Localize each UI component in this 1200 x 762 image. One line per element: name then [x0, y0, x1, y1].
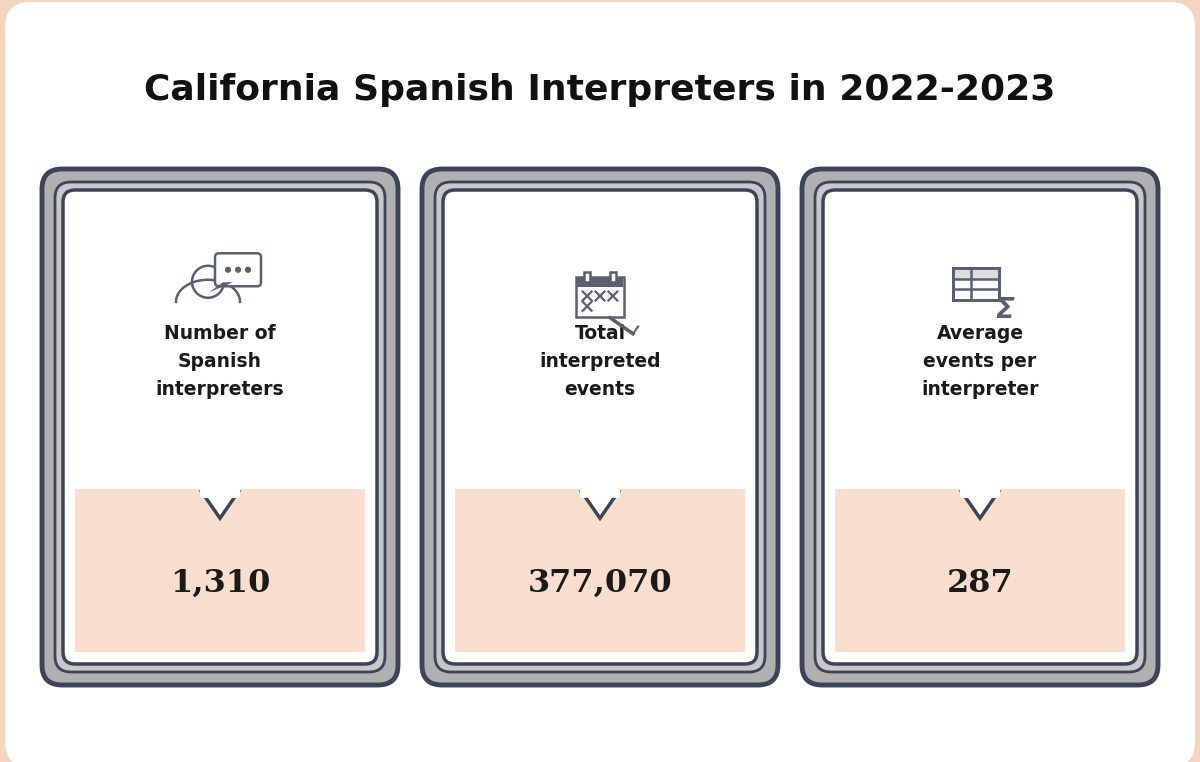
Bar — [76, 489, 365, 652]
Bar — [953, 267, 1000, 279]
FancyBboxPatch shape — [576, 277, 624, 317]
FancyBboxPatch shape — [422, 169, 778, 685]
Bar — [835, 489, 1126, 652]
FancyBboxPatch shape — [443, 190, 757, 664]
FancyBboxPatch shape — [823, 190, 1138, 664]
Bar — [580, 483, 620, 498]
Bar — [455, 489, 745, 652]
FancyBboxPatch shape — [434, 182, 766, 672]
Text: 1,310: 1,310 — [170, 568, 270, 599]
Text: California Spanish Interpreters in 2022-2023: California Spanish Interpreters in 2022-… — [144, 73, 1056, 107]
Text: 287: 287 — [947, 568, 1013, 599]
Polygon shape — [202, 495, 238, 518]
Text: Number of
Spanish
interpreters: Number of Spanish interpreters — [156, 324, 284, 399]
Bar — [953, 267, 1000, 299]
Polygon shape — [209, 282, 233, 293]
Bar — [611, 272, 616, 282]
Text: Average
events per
interpreter: Average events per interpreter — [922, 324, 1039, 399]
Circle shape — [235, 267, 240, 272]
Bar — [200, 483, 240, 498]
FancyBboxPatch shape — [802, 169, 1158, 685]
Bar — [577, 278, 623, 287]
FancyBboxPatch shape — [42, 169, 398, 685]
Polygon shape — [582, 495, 618, 518]
Bar — [960, 483, 1000, 498]
FancyBboxPatch shape — [815, 182, 1145, 672]
FancyBboxPatch shape — [5, 2, 1195, 762]
Text: Σ: Σ — [996, 296, 1014, 324]
Polygon shape — [962, 495, 998, 518]
FancyBboxPatch shape — [215, 253, 262, 287]
Text: 377,070: 377,070 — [528, 568, 672, 599]
FancyBboxPatch shape — [64, 190, 377, 664]
FancyBboxPatch shape — [55, 182, 385, 672]
Circle shape — [226, 267, 230, 272]
Text: Total
interpreted
events: Total interpreted events — [539, 324, 661, 399]
Bar — [584, 272, 590, 282]
Bar — [953, 267, 1000, 299]
Circle shape — [246, 267, 251, 272]
